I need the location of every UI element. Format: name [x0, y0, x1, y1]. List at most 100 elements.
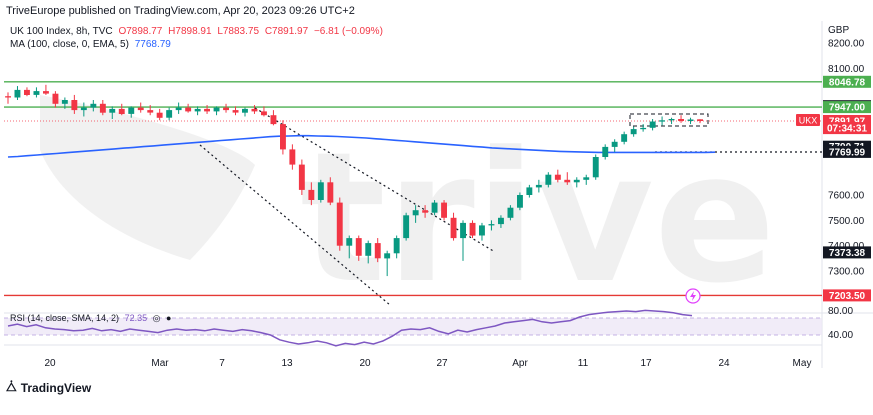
candlestick-series[interactable] — [5, 84, 703, 277]
candle-body[interactable] — [564, 179, 571, 183]
ma-legend[interactable]: MA (100, close, 0, EMA, 5) 7768.79 — [10, 39, 174, 50]
alert-lightning-icon[interactable] — [685, 288, 701, 304]
candle-body[interactable] — [90, 103, 97, 108]
candle-body[interactable] — [697, 119, 703, 121]
candle-body[interactable] — [336, 202, 343, 246]
candle-body[interactable] — [469, 222, 476, 236]
price-axis-labels: 8046.787950.597947.007891.9707:34:317790… — [823, 75, 871, 302]
candle-body[interactable] — [441, 202, 447, 218]
trendline-lower[interactable] — [199, 144, 391, 306]
candle-body[interactable] — [5, 96, 11, 98]
candle-body[interactable] — [298, 164, 305, 190]
candle-body[interactable] — [346, 238, 353, 246]
candle-body[interactable] — [355, 238, 362, 256]
ohlc-legend[interactable]: UK 100 Index, 8h, TVC O7898.77 H7898.91 … — [10, 26, 386, 37]
candle-body[interactable] — [554, 174, 561, 180]
candle-body[interactable] — [261, 111, 267, 116]
candle-body[interactable] — [166, 110, 173, 118]
candle-body[interactable] — [403, 215, 410, 239]
candle-body[interactable] — [147, 110, 154, 113]
candle-body[interactable] — [431, 202, 438, 213]
candle-body[interactable] — [412, 210, 419, 216]
candle-body[interactable] — [498, 217, 504, 225]
candle-body[interactable] — [223, 107, 229, 111]
candle-body[interactable] — [602, 146, 609, 157]
watermark-logo — [40, 95, 255, 260]
trendline-upper[interactable] — [254, 107, 496, 253]
rsi-eye-icon[interactable]: ◎ — [152, 313, 161, 323]
candle-body[interactable] — [659, 120, 665, 122]
candle-body[interactable] — [194, 108, 201, 112]
candle-body[interactable] — [99, 103, 106, 113]
candle-body[interactable] — [156, 112, 163, 118]
candle-body[interactable] — [630, 129, 637, 135]
candle-body[interactable] — [204, 108, 210, 112]
rsi-settings-icon[interactable]: ● — [165, 313, 172, 323]
candle-body[interactable] — [668, 119, 675, 121]
candle-body[interactable] — [109, 108, 116, 113]
candle-body[interactable] — [526, 187, 533, 195]
candle-body[interactable] — [52, 93, 59, 104]
time-tick: 13 — [281, 358, 293, 369]
candle-body[interactable] — [71, 100, 78, 111]
candle-body[interactable] — [592, 157, 599, 178]
consolidation-box[interactable] — [629, 113, 709, 127]
time-tick: 24 — [718, 358, 730, 369]
candle-body[interactable] — [573, 179, 580, 183]
candle-body[interactable] — [14, 89, 21, 98]
candle-body[interactable] — [128, 107, 135, 114]
rsi-label: RSI (14, close, SMA, 14, 2) — [10, 313, 120, 323]
candle-body[interactable] — [649, 121, 656, 128]
candle-body[interactable] — [517, 195, 523, 208]
candle-body[interactable] — [611, 141, 618, 147]
candle-body[interactable] — [33, 91, 40, 95]
rsi-tick-80: 80.00 — [828, 306, 853, 317]
candle-body[interactable] — [24, 89, 30, 95]
candle-body[interactable] — [289, 149, 296, 165]
candle-body[interactable] — [61, 100, 68, 104]
candle-body[interactable] — [450, 217, 457, 239]
candle-body[interactable] — [460, 222, 466, 239]
candle-body[interactable] — [488, 224, 495, 226]
trendlines[interactable] — [199, 107, 822, 306]
candle-body[interactable] — [242, 108, 248, 113]
candle-body[interactable] — [640, 127, 647, 130]
candle-body[interactable] — [80, 107, 87, 111]
candle-body[interactable] — [232, 110, 239, 113]
candle-body[interactable] — [687, 119, 694, 122]
candle-body[interactable] — [118, 108, 125, 114]
candle-body[interactable] — [384, 253, 391, 259]
rsi-legend[interactable]: RSI (14, close, SMA, 14, 2) 72.35 ◎ ● — [10, 313, 174, 324]
price-pane[interactable] — [4, 21, 822, 314]
ma-line[interactable] — [7, 134, 716, 158]
candle-body[interactable] — [308, 189, 315, 200]
candle-body[interactable] — [479, 225, 485, 236]
candle-body[interactable] — [374, 243, 381, 259]
rsi-line[interactable] — [7, 309, 693, 347]
candle-body[interactable] — [365, 243, 372, 256]
candle-body[interactable] — [280, 124, 286, 150]
candle-body[interactable] — [185, 107, 192, 112]
tradingview-footer[interactable]: ⧊ TradingView — [6, 380, 91, 395]
candle-body[interactable] — [137, 107, 144, 111]
candle-body[interactable] — [327, 182, 334, 203]
candle-body[interactable] — [43, 91, 49, 94]
candle-body[interactable] — [175, 107, 182, 111]
candle-body[interactable] — [213, 107, 220, 112]
price-label-text: 8046.78 — [829, 77, 866, 88]
candle-body[interactable] — [583, 177, 590, 180]
candle-body[interactable] — [393, 238, 400, 254]
candle-body[interactable] — [317, 182, 324, 200]
candle-body[interactable] — [422, 210, 429, 213]
ohlc-open: O7898.77 — [118, 26, 163, 37]
candle-body[interactable] — [545, 174, 552, 185]
candle-body[interactable] — [621, 134, 628, 142]
price-tick: 7600.00 — [828, 191, 865, 202]
candle-body[interactable] — [535, 184, 542, 188]
candle-body[interactable] — [270, 115, 277, 125]
candle-body[interactable] — [251, 108, 258, 112]
candle-body[interactable] — [507, 207, 514, 218]
candle-body[interactable] — [678, 119, 684, 121]
time-axis[interactable]: 20 Mar 7 13 20 27 Apr 11 17 24 May — [44, 358, 811, 369]
